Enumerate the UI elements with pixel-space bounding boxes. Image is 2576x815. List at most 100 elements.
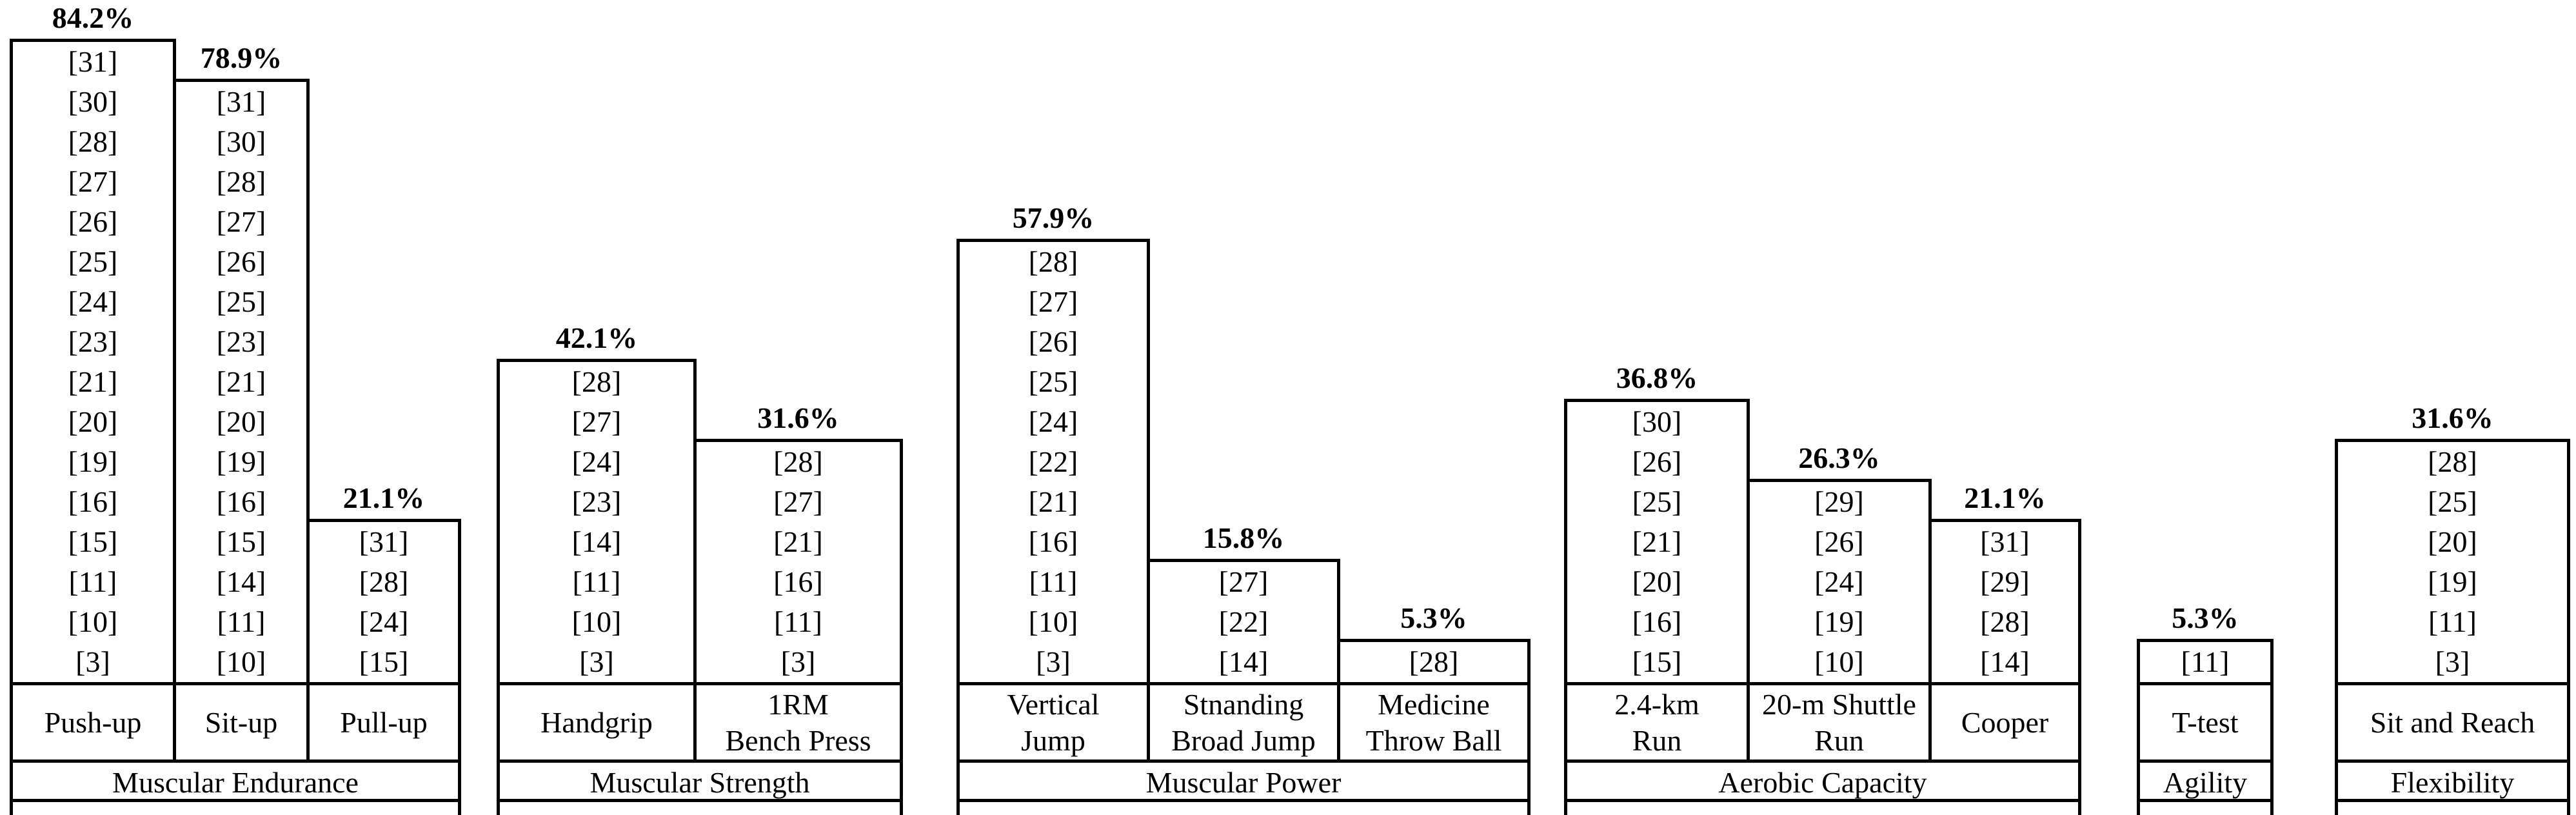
group-flexibility: 31.6% [28] [25] [20] [19] [11] [3] Sit and Reac… xyxy=(2335,0,2570,815)
citation-ref: [20] xyxy=(2428,525,2477,558)
group-muscular-strength: 42.1% [28] [27] [24] [23] [14] [11] [10] [3] Hand… xyxy=(497,0,903,815)
citation-ref: [19] xyxy=(68,445,118,478)
citation-ref: [20] xyxy=(216,405,266,438)
table-vline xyxy=(1527,682,1531,815)
table-vline xyxy=(2078,682,2081,815)
table-hline xyxy=(2137,682,2274,685)
citation-ref: [16] xyxy=(216,485,266,518)
table-vline xyxy=(1747,682,1750,763)
citation-ref: [28] xyxy=(773,445,823,478)
table-hline xyxy=(2335,682,2570,685)
test-label-stnanding-broad-jump: Stnanding Broad Jump xyxy=(1150,685,1337,760)
bar-1rm-bench-press: [28] [27] [21] [16] [11] [3] xyxy=(693,439,903,682)
table-hline xyxy=(497,682,903,685)
percent-label: 21.1% xyxy=(342,481,425,514)
group-aerobic-capacity: 36.8% [30] [26] [25] [21] [20] [16] [15] 2.4-km R… xyxy=(1564,0,2081,815)
test-label-line: Stnanding xyxy=(1183,687,1304,721)
citation-ref: [24] xyxy=(359,605,409,638)
bar-2-4-km-run: [30] [26] [25] [21] [20] [16] [15] xyxy=(1564,399,1750,682)
test-label-medicine-throw-ball: Medicine Throw Ball xyxy=(1340,685,1527,760)
bar-push-up: [31] [30] [28] [27] [26] [25] [24] [23] [21] [20]… xyxy=(10,39,176,682)
percent-label: 5.3% xyxy=(1400,601,1467,634)
test-label-line: T-test xyxy=(2172,705,2239,739)
table-hline xyxy=(1564,760,2081,763)
citation-ref: [27] xyxy=(1028,285,1078,318)
citation-ref: [11] xyxy=(774,605,822,638)
citation-ref: [27] xyxy=(68,165,118,198)
percent-label: 26.3% xyxy=(1798,441,1880,474)
citation-ref: [25] xyxy=(2428,485,2477,518)
table-hline xyxy=(956,682,1531,685)
citation-ref: [28] xyxy=(1028,245,1078,278)
group-agility: 5.3% [11] T-test Agility xyxy=(2137,0,2274,815)
table-hline xyxy=(10,682,461,685)
citation-ref: [30] xyxy=(216,125,266,158)
percent-label: 5.3% xyxy=(2172,601,2239,634)
citation-ref: [31] xyxy=(1980,525,2030,558)
citation-ref: [15] xyxy=(1632,645,1682,678)
citation-ref: [15] xyxy=(359,645,409,678)
citation-ref: [10] xyxy=(216,645,266,678)
table-vline xyxy=(497,682,500,815)
percent-label: 42.1% xyxy=(555,321,638,354)
table-vline xyxy=(900,682,903,815)
citation-ref: [19] xyxy=(216,445,266,478)
test-label-line: 2.4-km xyxy=(1614,687,1699,721)
citation-ref: [14] xyxy=(216,565,266,598)
test-label-line: Cooper xyxy=(1961,705,2049,739)
category-label: Muscular Endurance xyxy=(112,766,359,799)
citation-ref: [29] xyxy=(1814,485,1864,518)
citation-ref: [21] xyxy=(773,525,823,558)
test-label-t-test: T-test xyxy=(2140,685,2270,760)
percent-label: 31.6% xyxy=(2412,401,2493,434)
test-label-line: Sit and Reach xyxy=(2370,705,2535,739)
citation-ref: [3] xyxy=(75,645,110,678)
test-label-line: Broad Jump xyxy=(1171,723,1316,757)
citation-ref: [24] xyxy=(1814,565,1864,598)
test-label-line: 20-m Shuttle xyxy=(1762,687,1916,721)
citation-ref: [10] xyxy=(571,605,622,638)
citation-ref: [28] xyxy=(571,365,622,398)
test-label-line: Push-up xyxy=(44,705,142,739)
bar-t-test: [11] xyxy=(2137,639,2274,682)
table-vline xyxy=(1147,682,1150,763)
test-label-line: Medicine xyxy=(1378,687,1490,721)
bar-handgrip: [28] [27] [24] [23] [14] [11] [10] [3] xyxy=(497,359,697,682)
test-label-line: Throw Ball xyxy=(1365,723,1502,757)
test-label-handgrip: Handgrip xyxy=(500,685,693,760)
table-vline xyxy=(1928,682,1932,763)
citation-ref: [30] xyxy=(1632,405,1682,438)
table-vline xyxy=(693,682,697,763)
citation-ref: [3] xyxy=(579,645,614,678)
test-label-push-up: Push-up xyxy=(13,685,173,760)
citation-ref: [23] xyxy=(216,325,266,358)
citation-ref: [10] xyxy=(1814,645,1864,678)
bar-cooper: [31] [29] [28] [14] xyxy=(1928,519,2081,682)
test-label-pull-up: Pull-up xyxy=(310,685,458,760)
test-label-line: Run xyxy=(1632,723,1682,757)
citation-ref: [26] xyxy=(68,205,118,238)
table-hline xyxy=(956,799,1531,802)
citation-ref: [11] xyxy=(68,565,117,598)
citation-ref: [20] xyxy=(68,405,118,438)
percent-label: 78.9% xyxy=(200,41,282,74)
citation-ref: [23] xyxy=(68,325,118,358)
percent-label: 57.9% xyxy=(1012,201,1095,234)
citation-ref: [16] xyxy=(773,565,823,598)
percent-label: 31.6% xyxy=(757,401,839,434)
table-vline xyxy=(1337,682,1340,763)
citation-ref: [11] xyxy=(217,605,266,638)
category-label: Muscular Power xyxy=(1145,766,1342,799)
citation-ref: [16] xyxy=(68,485,118,518)
citation-ref: [14] xyxy=(1980,645,2030,678)
citation-ref: [3] xyxy=(780,645,816,678)
citation-ref: [22] xyxy=(1028,445,1078,478)
test-label-line: 1RM xyxy=(768,687,829,721)
citation-ref: [26] xyxy=(1814,525,1864,558)
bar-pull-up: [31] [28] [24] [15] xyxy=(306,519,461,682)
table-vline xyxy=(10,682,13,815)
citation-ref: [11] xyxy=(2181,645,2230,678)
table-vline xyxy=(1564,682,1567,815)
bar-vertical-jump: [28] [27] [26] [25] [24] [22] [21] [16] [11] [10]… xyxy=(956,239,1150,682)
